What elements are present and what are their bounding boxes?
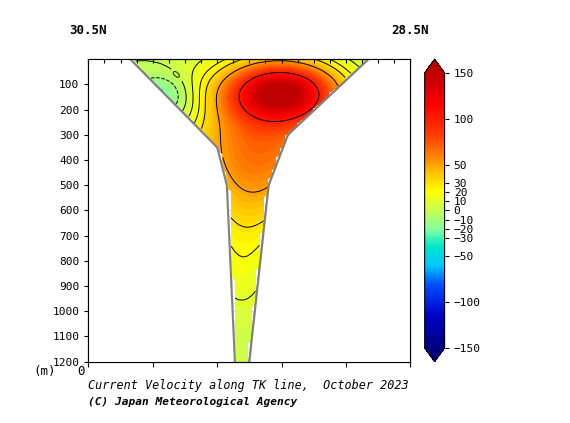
Text: 0: 0 [172, 69, 183, 80]
Text: Current Velocity along TK line,  October 2023: Current Velocity along TK line, October … [88, 379, 409, 392]
Text: (m): (m) [34, 365, 56, 378]
Text: 0: 0 [77, 365, 84, 378]
Text: (C) Japan Meteorological Agency: (C) Japan Meteorological Agency [88, 397, 298, 407]
Text: 30.5N: 30.5N [70, 24, 107, 36]
Text: 28.5N: 28.5N [392, 24, 429, 36]
PathPatch shape [425, 348, 445, 362]
PathPatch shape [425, 59, 445, 73]
